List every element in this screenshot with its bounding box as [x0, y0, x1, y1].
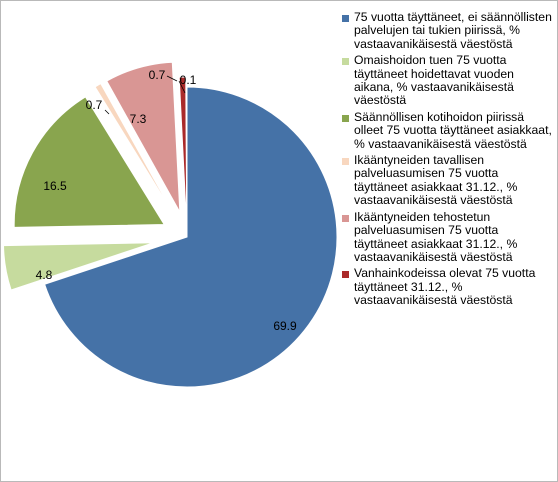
legend-label-5: Vanhainkodeissa olevat 75 vuotta täyttän…: [354, 266, 536, 308]
leader-line-0: [104, 109, 110, 115]
legend-label-0: 75 vuotta täyttäneet, ei säännöllisten p…: [354, 10, 552, 51]
leader-line-2: [178, 80, 186, 94]
legend-swatch-0: [342, 15, 349, 22]
legend-swatch-4: [342, 214, 349, 222]
legend-item-3: Ikääntyneiden tavallisen palveluasumisen…: [342, 153, 552, 208]
pie-slice-1: [3, 242, 154, 291]
pie-slice-4: [106, 61, 181, 213]
legend-item-2: Säännöllisen kotihoidon piirissä olleet …: [342, 109, 552, 151]
legend-swatch-2: [342, 114, 349, 122]
legend-item-1: Omaishoidon tuen 75 vuotta täyttäneet ho…: [342, 54, 552, 108]
pie-chart: 69.9 4.8 16.5 0.7 7.3 0.7 0.1: [3, 61, 338, 388]
legend-swatch-1: [342, 58, 349, 66]
legend-label-4: Ikääntyneiden tehostetun palveluasumisen…: [354, 209, 518, 264]
legend: 75 vuotta täyttäneet, ei säännöllisten p…: [342, 10, 552, 311]
pie-slice-2: [13, 96, 166, 228]
legend-swatch-5: [342, 271, 349, 279]
legend-swatch-3: [342, 158, 349, 166]
slice-value-label-5: 0.7: [149, 68, 166, 82]
slice-value-label-1: 4.8: [36, 268, 53, 282]
pie-slice-6: [185, 76, 188, 228]
pie-slice-0: [44, 86, 338, 388]
legend-item-0: 75 vuotta täyttäneet, ei säännöllisten p…: [342, 10, 552, 51]
slice-value-label-6: 0.1: [180, 73, 197, 87]
leader-line-1: [166, 75, 178, 82]
legend-label-3: Ikääntyneiden tavallisen palveluasumisen…: [354, 153, 518, 208]
slice-value-label-3: 0.7: [86, 98, 103, 112]
pie-slice-5: [178, 76, 188, 228]
legend-item-4: Ikääntyneiden tehostetun palveluasumisen…: [342, 209, 552, 265]
legend-label-2: Säännöllisen kotihoidon piirissä olleet …: [354, 109, 552, 151]
slice-value-label-2: 16.5: [43, 179, 67, 193]
legend-item-5: Vanhainkodeissa olevat 75 vuotta täyttän…: [342, 267, 552, 307]
slice-value-label-0: 69.9: [273, 319, 297, 333]
legend-label-1: Omaishoidon tuen 75 vuotta täyttäneet ho…: [354, 53, 514, 108]
slice-value-label-4: 7.3: [130, 112, 147, 126]
pie-slice-3: [94, 82, 175, 215]
